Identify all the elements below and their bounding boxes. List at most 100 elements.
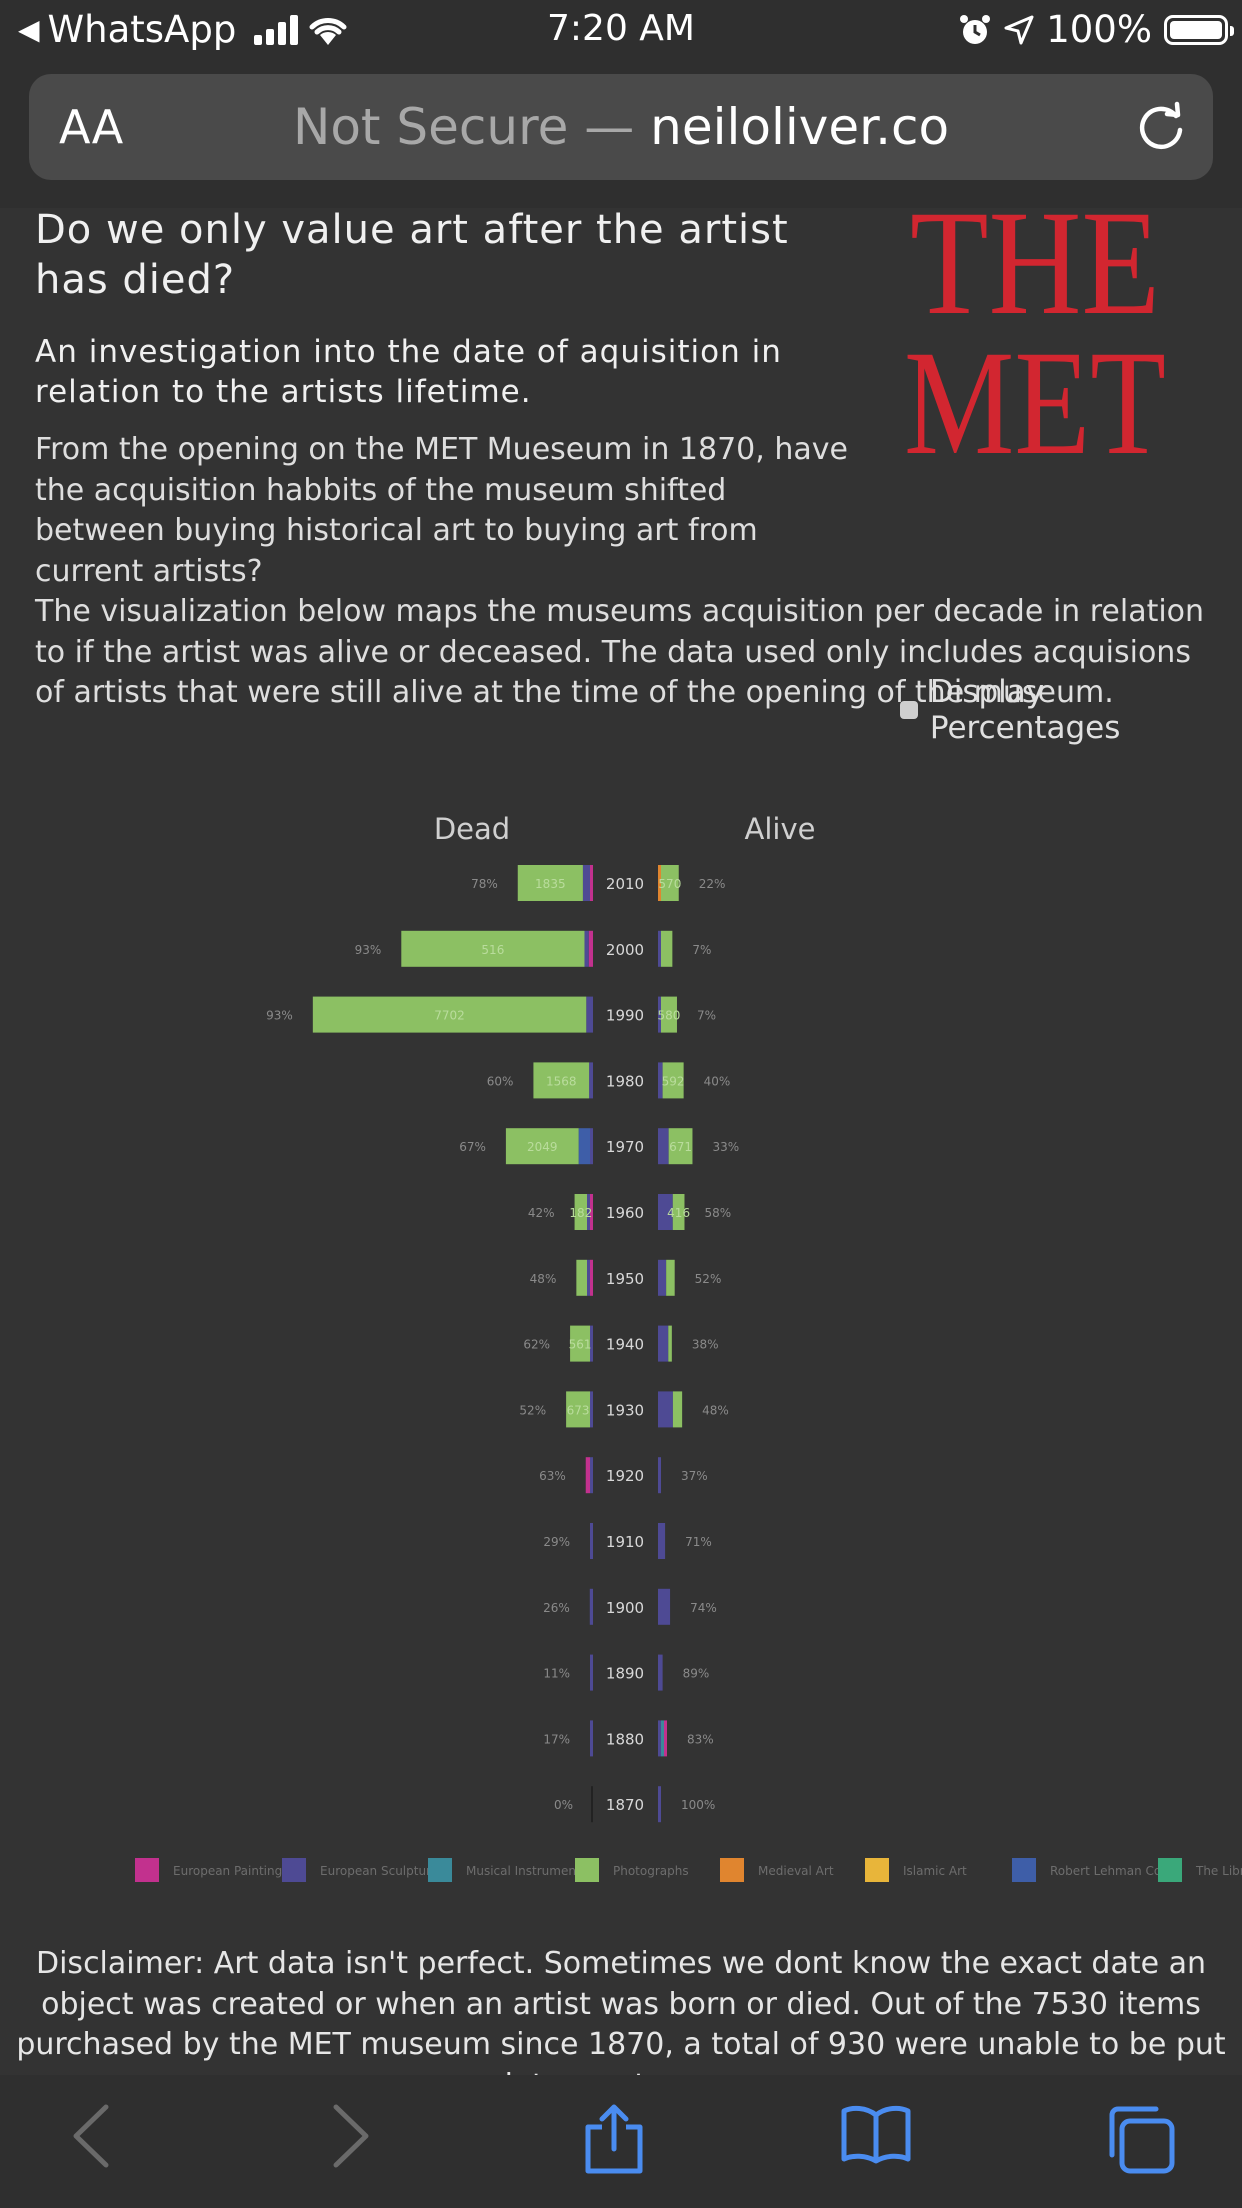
dead-value-1960: 182	[569, 1206, 592, 1220]
alive-percent-1960: 58%	[704, 1206, 731, 1220]
decade-label-1970: 1970	[606, 1138, 644, 1156]
dead-bar-1930-photographs	[566, 1391, 590, 1428]
legend-label-islamic: Islamic Art	[903, 1864, 967, 1878]
dead-percent-1970: 67%	[459, 1140, 486, 1154]
checkbox-icon[interactable]	[900, 701, 918, 719]
alive-bar-1960-european_sculpture	[658, 1194, 673, 1230]
acquisition-chart: Dead Alive 78% 1835 22% 570 2010 93% 516 7% 2000…	[135, 812, 1242, 1882]
reader-options-button[interactable]: AA	[59, 100, 124, 154]
alive-value-2010: 570	[658, 877, 681, 891]
decade-row-1940: 62% 561 38% 1940	[523, 1325, 719, 1362]
legend-label-european_sculpture: European Sculpture	[320, 1864, 438, 1878]
dead-percent-1990: 93%	[266, 1009, 293, 1023]
browser-chrome: AA Not Secure — neiloliver.co	[0, 58, 1242, 208]
legend-item-musical_instruments: Musical Instruments	[428, 1858, 587, 1882]
legend-item-photographs: Photographs	[575, 1858, 689, 1882]
page-title: Do we only value art after the artist ha…	[35, 207, 789, 303]
decade-row-1930: 52% 673 48% 1930	[519, 1391, 729, 1428]
bookmarks-icon[interactable]	[840, 2103, 912, 2165]
dead-bar-1870-empty	[591, 1786, 593, 1823]
toggle-label: Display Percentages	[929, 674, 1121, 746]
dead-bar-1930-european_sculpture	[590, 1391, 593, 1428]
alive-value-1970: 671	[669, 1140, 692, 1154]
decade-label-1890: 1890	[606, 1665, 644, 1683]
alive-percent-2010: 22%	[699, 877, 726, 891]
tabs-icon[interactable]	[1104, 2103, 1176, 2175]
logo-line-2: MET	[904, 320, 1166, 455]
dead-percent-1890: 11%	[543, 1667, 570, 1681]
share-icon[interactable]	[582, 2103, 646, 2175]
decade-label-2010: 2010	[606, 875, 644, 893]
legend-item-medieval: Medieval Art	[720, 1858, 834, 1882]
alive-bar-1950-photographs	[666, 1259, 675, 1296]
decade-row-1900: 26% 74% 1900	[543, 1588, 717, 1625]
decade-label-1940: 1940	[606, 1336, 644, 1354]
browser-toolbar	[0, 2075, 1242, 2208]
alive-bar-1980-photographs	[662, 1062, 684, 1099]
back-to-app[interactable]: ◀ WhatsApp	[18, 8, 350, 51]
decade-row-1970: 67% 2049 33% 671 1970	[459, 1128, 739, 1165]
dead-bar-1990-european_sculpture	[586, 996, 593, 1033]
alive-bar-1980-european_sculpture	[658, 1062, 663, 1099]
alive-percent-1900: 74%	[690, 1601, 717, 1615]
reload-icon[interactable]	[1135, 100, 1189, 154]
status-bar: ◀ WhatsApp 7:20 AM 100%	[0, 0, 1242, 58]
dead-bar-1940-photographs	[570, 1325, 590, 1362]
clock: 7:20 AM	[547, 8, 695, 49]
dead-percent-1870: 0%	[554, 1798, 573, 1812]
back-icon[interactable]	[66, 2103, 116, 2169]
dead-percent-2010: 78%	[471, 877, 498, 891]
dead-bar-1960-european_sculpture	[587, 1194, 590, 1230]
dead-bar-2000-european_paintings	[588, 930, 593, 967]
dead-bar-1980-european_sculpture	[589, 1062, 593, 1099]
alive-bar-1930-photographs	[672, 1391, 683, 1428]
dead-bar-1970-robert_lehman	[578, 1128, 590, 1165]
dead-bar-2000-european_sculpture	[584, 930, 589, 967]
alive-bar-1990-european_sculpture	[658, 996, 661, 1033]
forward-icon[interactable]	[326, 2103, 376, 2169]
dead-bar-1970-photographs	[505, 1128, 579, 1165]
dead-bar-2010-photographs	[517, 865, 583, 901]
decade-row-1870: 0% 100% 1870	[554, 1786, 715, 1823]
legend-label-european_paintings: European Paintings	[173, 1864, 288, 1878]
location-icon	[1004, 15, 1034, 44]
dead-bar-1990-photographs	[312, 996, 587, 1033]
legend-swatch-medieval	[720, 1858, 744, 1882]
battery-icon	[1164, 14, 1234, 45]
alive-bar-1880-european_paintings	[664, 1720, 667, 1757]
dead-percent-1980: 60%	[487, 1074, 514, 1088]
address-bar[interactable]: AA Not Secure — neiloliver.co	[29, 74, 1213, 180]
legend-swatch-robert_lehman	[1012, 1858, 1036, 1882]
dead-bar-2010-european_sculpture	[582, 865, 590, 901]
dead-value-1970: 2049	[527, 1140, 558, 1154]
decade-label-1920: 1920	[606, 1467, 644, 1485]
dead-value-1930: 673	[567, 1403, 590, 1417]
alive-bar-1970-european_sculpture	[658, 1128, 669, 1165]
url-display[interactable]: Not Secure — neiloliver.co	[29, 98, 1213, 156]
percent-toggle[interactable]: Display Percentages	[900, 674, 1242, 746]
alive-bar-1880-musical_instruments	[661, 1720, 664, 1757]
alive-bar-2000-photographs	[661, 930, 673, 967]
dead-percent-1880: 17%	[543, 1732, 570, 1746]
decade-row-1920: 63% 37% 1920	[539, 1457, 708, 1494]
dead-bar-1890-european_sculpture	[590, 1654, 593, 1691]
alive-value-1990: 580	[658, 1009, 681, 1023]
alive-bar-1990-photographs	[661, 996, 677, 1033]
decade-row-1890: 11% 89% 1890	[543, 1654, 709, 1691]
dead-value-2010: 1835	[535, 877, 566, 891]
legend-swatch-library	[1158, 1858, 1182, 1882]
dead-percent-1950: 48%	[530, 1272, 557, 1286]
dead-percent-1930: 52%	[519, 1403, 546, 1417]
wifi-icon	[309, 17, 347, 45]
alive-percent-1990: 7%	[697, 1009, 716, 1023]
dead-bar-1980-photographs	[533, 1062, 590, 1099]
alive-bar-1880-european_sculpture	[658, 1720, 661, 1757]
legend-label-robert_lehman: Robert Lehman Co	[1050, 1864, 1161, 1878]
dead-percent-1940: 62%	[523, 1338, 550, 1352]
legend-item-european_paintings: European Paintings	[135, 1858, 288, 1882]
alive-percent-1910: 71%	[685, 1535, 712, 1549]
alive-value-1960: 416	[667, 1206, 690, 1220]
intro-text: From the opening on the MET Mueseum in 1…	[35, 430, 1215, 714]
legend-swatch-photographs	[575, 1858, 599, 1882]
alive-bar-1950-european_sculpture	[658, 1259, 667, 1296]
